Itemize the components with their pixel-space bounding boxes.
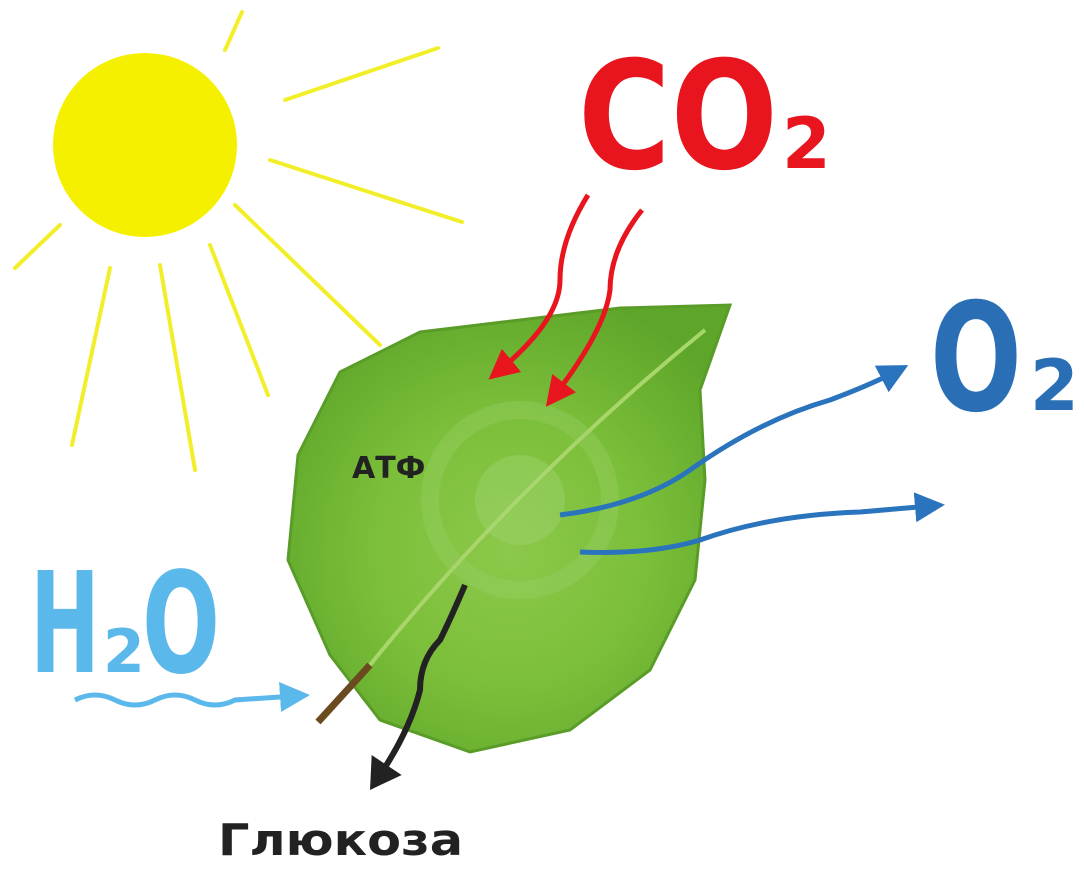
o2-subscript: 2 [1030,345,1079,427]
h2o-subscript: 2 [103,617,145,687]
o2-label: O [930,272,1022,446]
leaf [288,305,730,752]
co2-subscript: 2 [782,103,831,185]
h2o-label: H [30,543,100,706]
atp-label: АТФ [352,451,425,486]
diagram: CO 2 O 2 H 2 O АТФ Глюкоза [0,0,1084,878]
h2o-label: O [142,543,220,706]
co2-label: CO [578,30,778,204]
glucose-label: Глюкоза [218,815,463,866]
